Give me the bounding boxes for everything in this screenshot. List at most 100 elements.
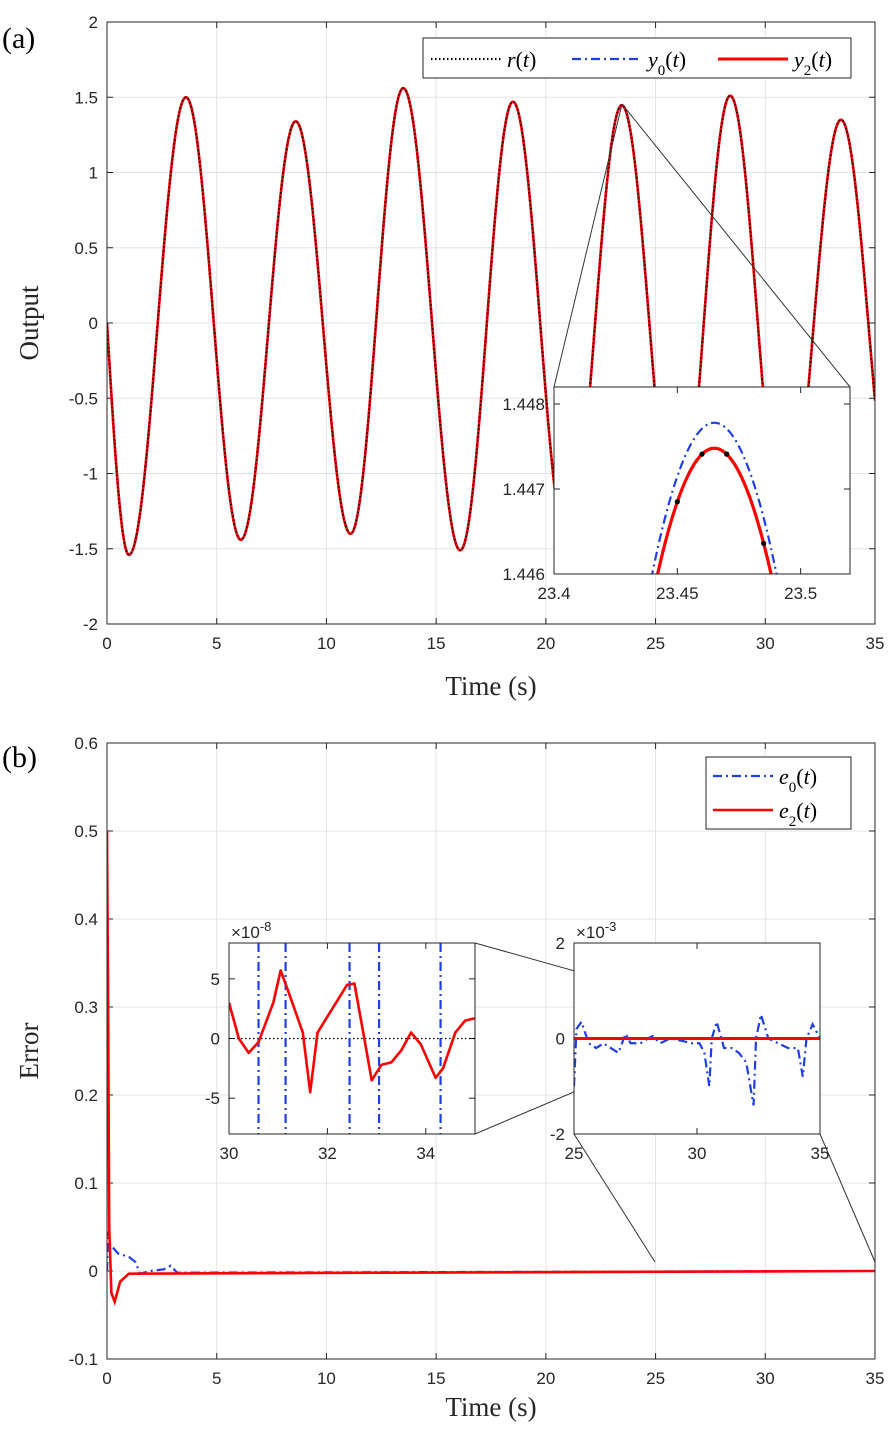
inset-b-left-e2-line [229, 969, 475, 1094]
y-axis-label-b: Error [14, 1023, 44, 1080]
inset-b-left-ytick-label: -5 [205, 1089, 220, 1108]
inset-a-ytick-label: 1.448 [502, 395, 545, 414]
inset-b-left-multiplier: ×10-8 [231, 919, 271, 942]
inset-b-right: 25 30 35 2 0 -2 ×10-3 [550, 919, 830, 1163]
panel-a: 0 5 10 15 20 25 30 35 2 1.5 1 0.5 0 -0.5 -1 -1.5 -2 Time … [2, 13, 885, 742]
axes-b-xtick-label: 15 [427, 1369, 446, 1388]
axes-b-border [106, 742, 876, 1360]
axes-a-ytick-label: -2 [83, 615, 98, 634]
inset-a-plot [625, 421, 778, 742]
axes-a-ytick-label: 0.5 [74, 239, 98, 258]
zoom-line-b2 [573, 1133, 656, 1263]
series-e0-line [107, 1231, 875, 1275]
inset-b-right-multiplier: ×10-3 [576, 919, 616, 942]
axes-a-xtick-label: 25 [646, 634, 665, 653]
axes-a-xtick-label: 15 [427, 634, 446, 653]
inset-a-r-marker [724, 451, 730, 457]
x-axis-label-a: Time (s) [445, 671, 536, 701]
inset-b-left-xtick-label: 34 [416, 1144, 435, 1163]
inset-a-y2-line [655, 446, 773, 574]
zoom-line-b3 [819, 1133, 876, 1263]
y-axis-label-a: Output [14, 285, 44, 361]
axes-a-ytick-label: -1 [83, 465, 98, 484]
axes-a-xtick-label: 35 [866, 634, 885, 653]
inset-b-left-ytick-label: 0 [211, 1030, 220, 1049]
series-r-line [107, 87, 875, 556]
axes-b-ytick-label: 0.3 [74, 998, 98, 1017]
inset-a-xtick-label: 23.45 [656, 584, 699, 603]
inset-b-right-border [573, 942, 821, 1135]
axes-b-ytick-label: 0 [89, 1262, 98, 1281]
inset-b-right-ytick-label: -2 [550, 1125, 565, 1144]
panel-label-b: (b) [2, 741, 37, 774]
panel-b: 0 5 10 15 20 25 30 350.60.50.40.30.20.10-0.1Tim… [2, 734, 884, 1422]
axes-b-ytick-label: 0.4 [74, 910, 98, 929]
inset-a-xtick-label: 23.5 [784, 584, 817, 603]
legend-a-entry: y2(t) [792, 47, 832, 79]
inset-b-left-xtick-label: 32 [318, 1144, 337, 1163]
inset-b-right-e0-line [574, 1014, 820, 1106]
inset-b-right-xtick-label: 25 [565, 1144, 584, 1163]
x-axis-label-b: Time (s) [445, 1392, 536, 1422]
axes-a-ytick-label: -0.5 [69, 389, 98, 408]
inset-b-left-xtick-label: 30 [220, 1144, 239, 1163]
axes-a-ytick-label: 2 [89, 13, 98, 32]
inset-b-right-plot [574, 1014, 820, 1106]
legend-b-entry: e0(t) [779, 764, 817, 796]
inset-a-y0-line [651, 421, 778, 574]
axes-a-xtick-label: 5 [212, 634, 221, 653]
inset-b-left-border [228, 942, 476, 1135]
inset-b-left-ytick-label: 5 [211, 970, 220, 989]
axes-a-xtick-label: 0 [102, 634, 111, 653]
axes-b-ytick-label: 0.1 [74, 1174, 98, 1193]
axes-a-xtick-label: 30 [756, 634, 775, 653]
axes-a-ytick-label: 1 [89, 164, 98, 183]
axes-b-xtick-label: 5 [212, 1369, 221, 1388]
axes-a-ytick-label: 0 [89, 314, 98, 333]
axes-a-border [106, 21, 876, 625]
plot-area-a [107, 86, 875, 557]
inset-b-right-ytick-label: 2 [556, 934, 565, 953]
legend-a-entry: y0(t) [646, 47, 686, 79]
zoom-line-a1 [553, 103, 623, 388]
axes-b-xtick-label: 0 [102, 1369, 111, 1388]
axes-b-xtick-label: 10 [317, 1369, 336, 1388]
axes-b-xtick-label: 25 [646, 1369, 665, 1388]
inset-a: 23.4 23.45 23.5 1.448 1.447 1.446 [502, 386, 851, 742]
axes-b-xtick-label: 35 [866, 1369, 885, 1388]
legend-b-box [705, 756, 852, 830]
series-e2-line [107, 830, 875, 1307]
inset-a-ytick-label: 1.447 [502, 480, 545, 499]
inset-b-left: 30 32 34 5 0 -5 ×10-8 [205, 919, 476, 1163]
inset-b-left-plot [229, 943, 475, 1134]
inset-a-background [554, 387, 850, 574]
plot-area-b [107, 830, 875, 1307]
axes-b-ytick-label: 0.6 [74, 734, 98, 753]
axes-a-xtick-label: 20 [536, 634, 555, 653]
axes-a-ytick-label: 1.5 [74, 88, 98, 107]
inset-b-right-xtick-label: 35 [811, 1144, 830, 1163]
legend-a: r(t) y0(t) y2(t) [422, 37, 852, 79]
legend-b-entry: e2(t) [779, 798, 817, 830]
axes-b-ytick-label: 0.2 [74, 1086, 98, 1105]
panel-label-a: (a) [2, 22, 35, 55]
legend-a-entry: r(t) [507, 47, 536, 72]
axes-a-xtick-label: 10 [317, 634, 336, 653]
axes-a-ytick-label: -1.5 [69, 540, 98, 559]
inset-b-right-xtick-label: 30 [688, 1144, 707, 1163]
zoom-line-a2 [621, 103, 851, 388]
inset-a-xtick-label: 23.4 [537, 584, 570, 603]
legend-b: e0(t)e2(t) [705, 756, 852, 830]
inset-a-r-marker [674, 499, 680, 505]
axes-b-xtick-label: 20 [536, 1369, 555, 1388]
inset-a-border [553, 386, 851, 575]
axes-b-ytick-label: -0.1 [69, 1350, 98, 1369]
inset-b-right-ytick-label: 0 [556, 1030, 565, 1049]
inset-a-r-marker [699, 451, 705, 457]
inset-a-r-marker [625, 737, 630, 742]
axes-b-xtick-label: 30 [756, 1369, 775, 1388]
axes-b-ytick-label: 0.5 [74, 822, 98, 841]
inset-a-r-marker [761, 540, 767, 547]
inset-a-ytick-label: 1.446 [502, 565, 545, 584]
